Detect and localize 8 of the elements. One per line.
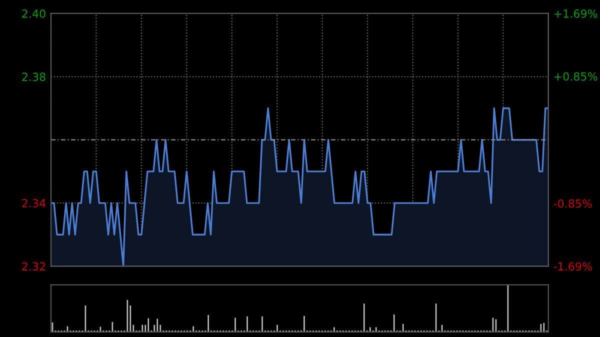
y2-tick-label: -0.85% [554, 199, 592, 208]
y-tick-label: 2.32 [22, 262, 46, 271]
y-tick-label: 2.40 [22, 9, 46, 18]
y-tick-label: 2.38 [22, 72, 46, 82]
y-tick-label: 2.34 [22, 199, 46, 208]
y2-tick-label: +0.85% [554, 72, 598, 81]
y2-tick-label: +1.69% [554, 9, 598, 18]
y2-tick-label: -1.69% [554, 262, 592, 271]
